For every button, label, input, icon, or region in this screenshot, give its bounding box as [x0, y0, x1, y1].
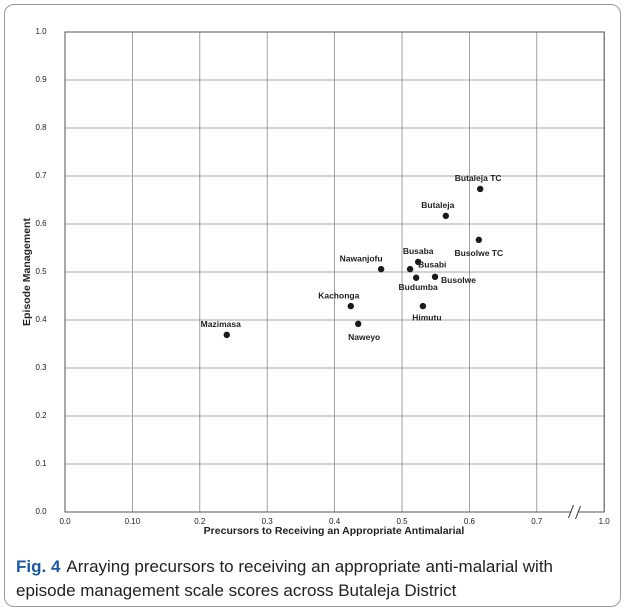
- point: [442, 212, 450, 220]
- point-label: Busaba: [403, 246, 434, 256]
- plot-frame: [64, 31, 605, 513]
- chart: Precursors to Receiving an Appropriate A…: [21, 27, 611, 537]
- point: [475, 236, 483, 244]
- y-tick-label: 0.1: [35, 459, 47, 468]
- axis-break-gap: [570, 509, 579, 515]
- x-tick-label: 0.4: [329, 517, 341, 526]
- figure-frame: [4, 4, 621, 607]
- x-tick-label: 0.5: [396, 517, 408, 526]
- point: [354, 320, 362, 328]
- x-tick-label: 0.6: [464, 517, 476, 526]
- point-label: Himutu: [412, 312, 441, 322]
- axis-break: [568, 504, 581, 520]
- point: [223, 331, 230, 339]
- point-label: Naweyo: [348, 332, 380, 342]
- x-tick-label: 0.2: [194, 517, 206, 526]
- y-tick-label: 0.6: [35, 219, 47, 228]
- point-label: Kachonga: [318, 290, 359, 300]
- point-label: Nawanjofu: [340, 253, 383, 263]
- y-tick-label: 0.8: [35, 123, 47, 132]
- y-tick-label: 0.3: [35, 363, 47, 372]
- point: [414, 258, 422, 266]
- point-label: Busolwe TC: [455, 248, 504, 258]
- point-label: Mazimasa: [201, 319, 241, 329]
- point-label: Butaleja TC: [455, 173, 502, 183]
- y-tick-label: 1.0: [35, 27, 47, 36]
- point-label: Busabi: [418, 259, 446, 269]
- point: [347, 302, 354, 310]
- point-label: Budumba: [399, 282, 438, 292]
- y-tick-label: 0.4: [35, 315, 47, 324]
- x-tick-label: 0.0: [59, 517, 71, 526]
- y-tick-label: 0.7: [35, 171, 47, 180]
- point: [377, 265, 385, 273]
- caption-text: Arraying precursors to receiving an appr…: [16, 557, 554, 600]
- point: [412, 274, 420, 281]
- point: [419, 302, 427, 310]
- x-tick-label: 0.10: [125, 517, 141, 526]
- point-label: Butaleja: [421, 200, 454, 210]
- point: [431, 273, 439, 280]
- point-label: Busolwe: [441, 275, 476, 285]
- caption: Fig. 4 Arraying precursors to receiving a…: [16, 555, 616, 603]
- y-tick-label: 0.9: [35, 75, 47, 84]
- y-axis-title: Episode Management: [21, 218, 33, 326]
- x-tick-label: 0.7: [531, 517, 543, 526]
- point: [476, 185, 484, 193]
- caption-label: Fig. 4: [16, 557, 61, 576]
- y-tick-label: 0.0: [35, 507, 47, 516]
- x-tick-label: 1.0: [599, 517, 611, 526]
- x-tick-label: 0.3: [262, 517, 274, 526]
- y-tick-label: 0.2: [35, 411, 47, 420]
- x-axis-title: Precursors to Receiving an Appropriate A…: [204, 525, 465, 537]
- point: [406, 265, 414, 273]
- y-tick-label: 0.5: [35, 267, 47, 276]
